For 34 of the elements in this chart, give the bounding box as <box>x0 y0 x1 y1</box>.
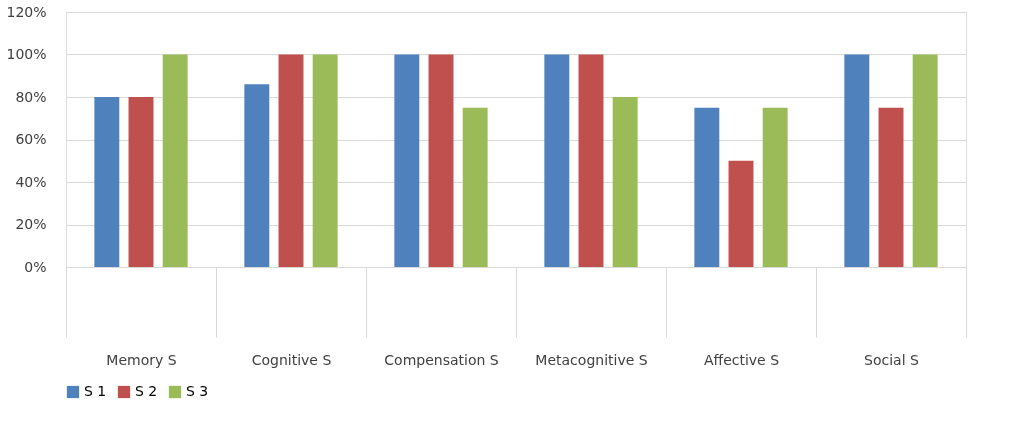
x-tick-label: Cognitive S <box>251 351 332 368</box>
bar <box>128 97 154 267</box>
legend-label: S 2 <box>135 383 158 399</box>
bar <box>544 54 570 267</box>
x-tick-label: Social S <box>864 351 920 368</box>
bar <box>844 54 870 267</box>
x-tick-label: Affective S <box>703 351 780 368</box>
bar <box>312 54 338 267</box>
y-tick-label: 60% <box>15 131 47 147</box>
bar <box>878 107 904 267</box>
bar <box>278 54 304 267</box>
bar <box>394 54 420 267</box>
bar <box>762 107 788 267</box>
bar <box>428 54 454 267</box>
legend-label: S 1 <box>84 383 107 399</box>
bar <box>244 84 270 267</box>
y-tick-label: 40% <box>15 173 47 190</box>
bar <box>612 97 638 267</box>
legend-label: S 3 <box>186 383 209 399</box>
y-tick-label: 100% <box>6 46 47 62</box>
y-tick-label: 80% <box>15 88 47 105</box>
x-tick-label: Compensation S <box>384 351 499 368</box>
x-tick-label: Metacognitive S <box>535 351 648 368</box>
y-tick-label: 20% <box>15 216 47 232</box>
y-tick-label: 0% <box>24 258 47 275</box>
y-tick-label: 120% <box>6 3 47 20</box>
bar <box>462 107 488 267</box>
x-tick-label: Memory S <box>106 351 177 368</box>
bar <box>94 97 120 267</box>
bar <box>912 54 938 267</box>
bar <box>728 160 754 267</box>
bar <box>694 107 720 267</box>
bar <box>162 54 188 267</box>
bar <box>578 54 604 267</box>
